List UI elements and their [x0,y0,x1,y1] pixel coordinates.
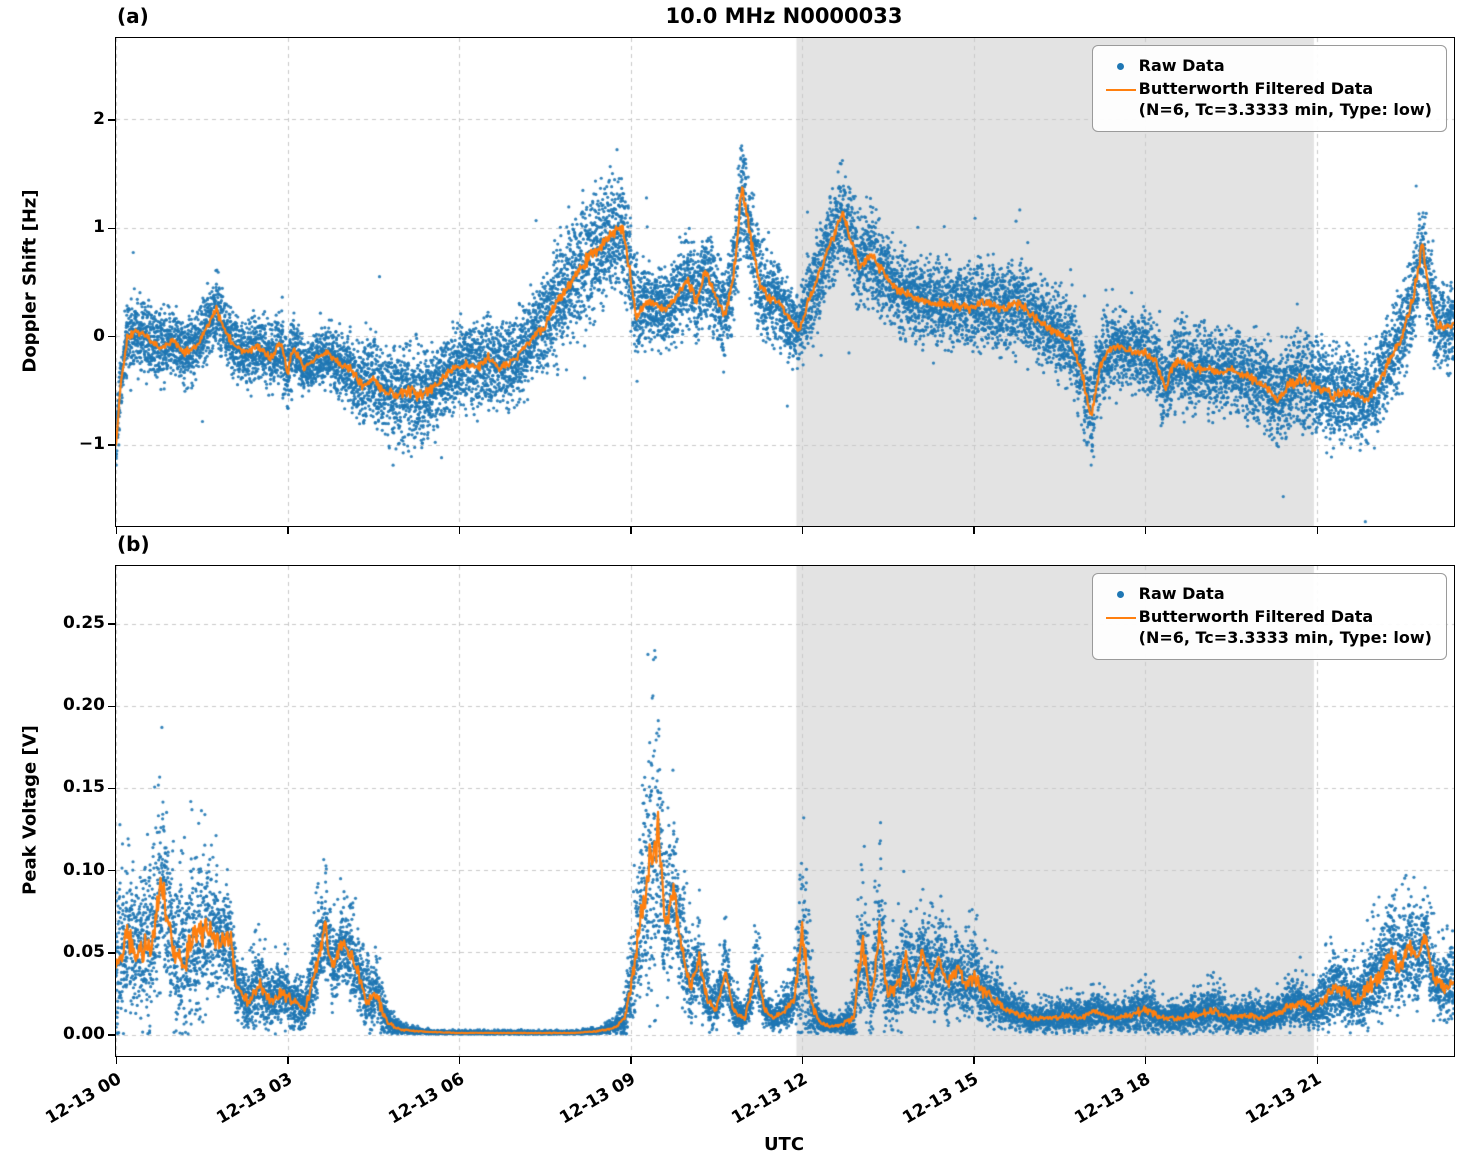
x-tick-mark [1144,1057,1147,1064]
y-tick-mark [108,705,115,707]
y-tick-mark [108,335,115,338]
legend-filtered-label: Butterworth Filtered Data [1138,607,1374,626]
legend-a: Raw Data Butterworth Filtered Data (N=6,… [1091,45,1447,132]
x-tick-label: 12-13 00 [41,1069,125,1129]
y-tick-mark [108,952,115,954]
filtered-line-icon [1103,79,1139,100]
y-tick-label: 0.25 [63,613,105,634]
y-tick-mark [108,787,115,790]
legend-filtered-sublabel: (N=6, Tc=3.3333 min, Type: low) [1138,99,1432,119]
xlabel-utc: UTC [763,1134,805,1155]
x-tick-mark [973,527,975,534]
x-tick-mark [1144,527,1147,534]
x-tick-mark [458,527,461,534]
x-tick-mark [630,1057,632,1064]
y-tick-mark [108,1034,115,1036]
legend-entry-raw-data: Raw Data [1103,584,1432,605]
x-tick-mark [973,1057,975,1064]
ylabel-peak-voltage: Peak Voltage [V] [19,725,41,895]
x-tick-mark [1316,527,1319,534]
y-tick-label: 0.20 [63,695,105,716]
y-tick-label: 0.00 [63,1024,105,1045]
legend-entry-filtered-data: Butterworth Filtered Data (N=6, Tc=3.333… [1103,79,1432,121]
raw-data-dot-icon [1103,56,1139,77]
voltage-plot-area: Raw Data Butterworth Filtered Data (N=6,… [115,565,1455,1057]
legend-filtered-label: Butterworth Filtered Data [1138,79,1374,98]
x-tick-mark [630,527,632,534]
y-tick-mark [108,869,115,872]
figure-title: 10.0 MHz N0000033 [665,4,903,28]
y-tick-label: 0.05 [63,941,105,962]
legend-entry-filtered-data: Butterworth Filtered Data (N=6, Tc=3.333… [1103,607,1432,649]
raw-data-dot-icon [1103,584,1139,605]
y-tick-label: 0 [93,325,105,346]
x-tick-mark [287,527,289,534]
x-tick-mark [1316,1057,1319,1064]
x-tick-mark [115,1057,118,1064]
x-tick-mark [458,1057,461,1064]
x-tick-mark [287,1057,289,1064]
y-tick-label: 0.15 [63,777,105,798]
legend-raw-label: Raw Data [1138,584,1225,603]
y-tick-mark [108,119,115,121]
ylabel-doppler-shift: Doppler Shift [Hz] [19,189,41,373]
panel-label-b: (b) [117,532,150,556]
doppler-plot-area: Raw Data Butterworth Filtered Data (N=6,… [115,37,1455,527]
legend-entry-raw-data: Raw Data [1103,56,1432,77]
y-tick-label: 0.10 [63,859,105,880]
y-tick-mark [108,623,115,625]
legend-b: Raw Data Butterworth Filtered Data (N=6,… [1091,573,1447,660]
legend-filtered-sublabel: (N=6, Tc=3.3333 min, Type: low) [1138,627,1432,647]
legend-raw-label: Raw Data [1138,56,1225,75]
filtered-line-icon [1103,607,1139,628]
x-tick-mark [801,527,804,534]
y-tick-label: 1 [93,217,105,238]
panel-label-a: (a) [117,4,149,28]
y-tick-mark [108,227,115,230]
x-tick-mark [115,527,118,534]
y-tick-mark [108,444,115,446]
y-tick-label: 2 [93,108,105,129]
y-tick-label: −1 [78,434,105,455]
x-tick-mark [801,1057,804,1064]
